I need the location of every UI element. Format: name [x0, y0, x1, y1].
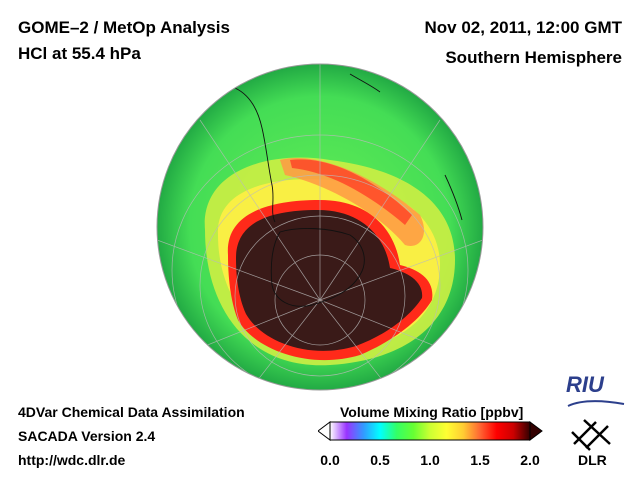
dlr-label: DLR [578, 452, 607, 468]
species-level: HCl at 55.4 hPa [18, 44, 141, 63]
colorbar-tick: 1.0 [420, 452, 440, 468]
filament-core [290, 159, 412, 225]
footer-line-2: SACADA Version 2.4 [18, 428, 156, 444]
filament [280, 158, 425, 246]
footer-url[interactable]: http://wdc.dlr.de [18, 452, 126, 468]
vortex-core [236, 210, 423, 351]
footer-line-1: 4DVar Chemical Data Assimilation [18, 404, 245, 420]
riu-swoosh-icon [567, 400, 625, 407]
colorbar-low-arrow [318, 421, 331, 441]
region-label: Southern Hemisphere [445, 48, 622, 67]
colorbar-tick: 1.5 [470, 452, 490, 468]
datetime: Nov 02, 2011, 12:00 GMT [424, 18, 623, 37]
colorbar-high-arrow [529, 421, 543, 441]
colorbar [318, 421, 543, 441]
dlr-logo-icon [571, 419, 611, 451]
riu-logo: RIU [566, 372, 604, 397]
analysis-title: GOME–2 / MetOp Analysis [18, 18, 230, 37]
colorbar-tick: 2.0 [520, 452, 540, 468]
colorbar-title: Volume Mixing Ratio [ppbv] [340, 404, 524, 420]
globe-limb [156, 63, 484, 391]
coastlines [234, 73, 463, 307]
colorbar-scale [329, 421, 531, 441]
colorbar-tick: 0.5 [370, 452, 390, 468]
colorbar-tick: 0.0 [320, 452, 340, 468]
